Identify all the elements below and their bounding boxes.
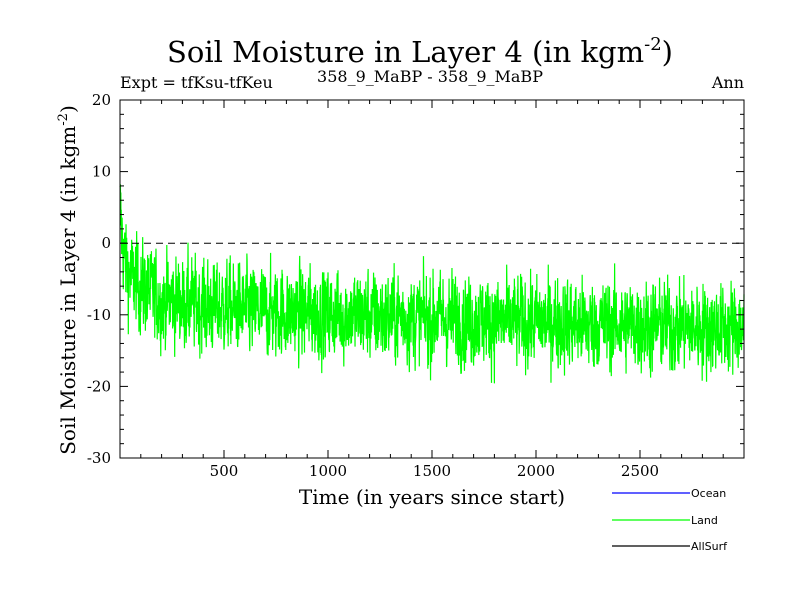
- y-axis-label-close: ): [56, 105, 80, 113]
- chart-title-text: Soil Moisture in Layer 4 (in kgm: [167, 35, 644, 69]
- x-tick-label: 2000: [517, 462, 555, 480]
- y-tick-label: -10: [87, 306, 111, 324]
- chart-title-sup: -2: [644, 34, 662, 55]
- x-tick-label: 2500: [621, 462, 659, 480]
- y-axis: 20 10 0 -10 -20 -30: [87, 91, 744, 467]
- subtitle-left: Expt = tfKsu-tfKeu: [120, 73, 273, 92]
- subtitle-center: 358_9_MaBP - 358_9_MaBP: [317, 67, 543, 86]
- y-axis-label: Soil Moisture in Layer 4 (in kgm-2): [56, 105, 80, 455]
- y-tick-label: -30: [87, 449, 111, 467]
- y-axis-label-text: Soil Moisture in Layer 4 (in kgm: [56, 126, 80, 455]
- series-layer: [119, 184, 745, 384]
- x-tick-label: 1500: [413, 462, 451, 480]
- x-axis-label-text: Time (in years since start): [299, 485, 565, 509]
- legend-label-allsurf: AllSurf: [691, 540, 728, 553]
- series-line-land: [119, 184, 745, 384]
- y-tick-label: 10: [92, 163, 111, 181]
- legend: Ocean Land AllSurf: [612, 487, 728, 553]
- chart-title-close: ): [662, 35, 673, 69]
- y-tick-label: -20: [87, 377, 111, 395]
- x-axis: 500 1000 1500 2000 2500: [140, 100, 724, 480]
- legend-label-ocean: Ocean: [691, 487, 726, 500]
- x-tick-label: 500: [210, 462, 239, 480]
- x-axis-label: Time (in years since start): [299, 485, 565, 509]
- chart-title: Soil Moisture in Layer 4 (in kgm-2): [167, 34, 673, 69]
- y-tick-label: 20: [92, 91, 111, 109]
- x-tick-label: 1000: [309, 462, 347, 480]
- legend-label-land: Land: [691, 514, 718, 527]
- y-tick-label: 0: [101, 234, 111, 252]
- y-axis-label-sup: -2: [56, 113, 71, 126]
- subtitle-right: Ann: [711, 73, 744, 92]
